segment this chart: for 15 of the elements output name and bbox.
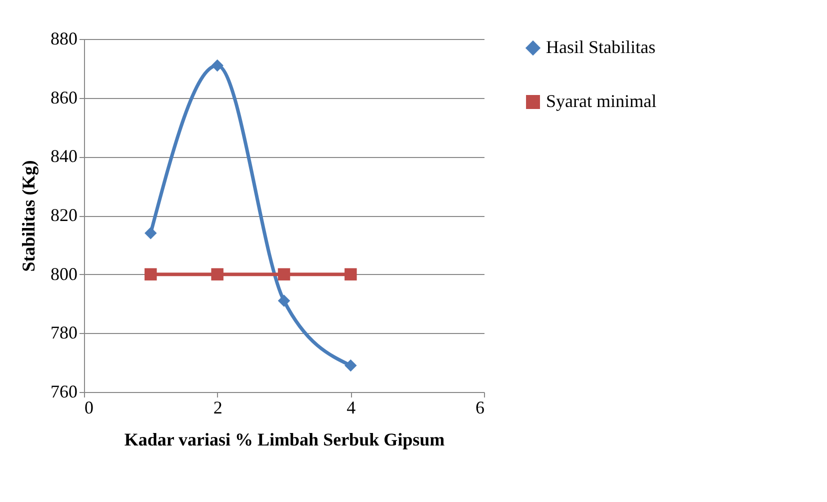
legend-label: Hasil Stabilitas — [546, 37, 656, 57]
y-tick-label: 880 — [50, 28, 78, 48]
y-tick-label: 860 — [50, 87, 78, 108]
x-axis-title: Kadar variasi % Limbah Serbuk Gipsum — [124, 430, 445, 450]
x-tick-label: 0 — [84, 398, 94, 418]
y-tick-label: 780 — [50, 322, 78, 343]
legend-label: Syarat minimal — [546, 91, 656, 111]
x-tick-label: 2 — [213, 398, 222, 418]
y-axis-title: Stabilitas (Kg) — [18, 160, 38, 272]
y-tick-label: 800 — [50, 264, 78, 284]
y-tick-label: 820 — [50, 205, 78, 225]
y-tick-label: 760 — [50, 382, 78, 402]
x-tick-label: 4 — [346, 398, 356, 418]
x-tick-label: 6 — [476, 398, 484, 418]
y-tick-label: 840 — [50, 146, 78, 166]
